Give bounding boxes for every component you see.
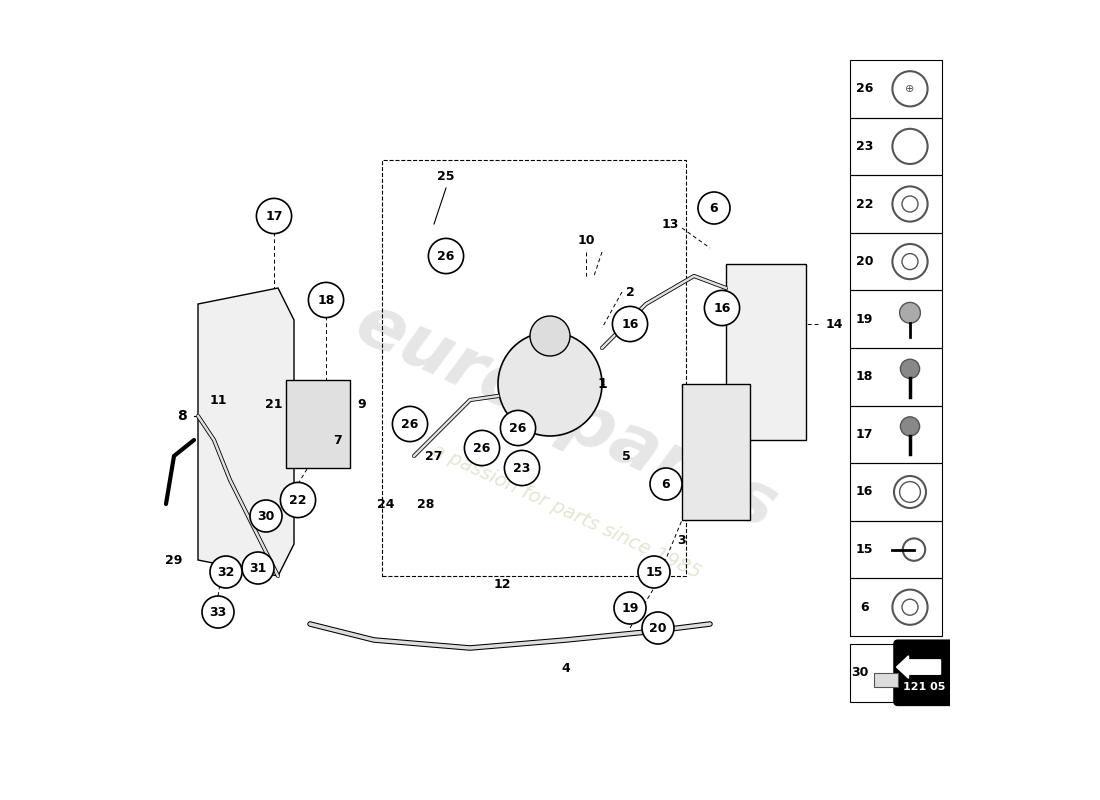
Circle shape xyxy=(210,556,242,588)
Text: 3: 3 xyxy=(678,534,686,546)
FancyBboxPatch shape xyxy=(286,380,350,468)
Text: 20: 20 xyxy=(856,255,873,268)
Bar xyxy=(850,406,942,463)
Text: 25: 25 xyxy=(438,170,454,182)
Text: 23: 23 xyxy=(514,462,530,474)
Text: 5: 5 xyxy=(621,450,630,462)
Bar xyxy=(850,60,942,118)
Bar xyxy=(850,463,942,521)
Text: 19: 19 xyxy=(856,313,873,326)
Text: 24: 24 xyxy=(377,498,395,510)
Text: 26: 26 xyxy=(402,418,419,430)
Text: 21: 21 xyxy=(265,398,283,410)
Circle shape xyxy=(900,302,921,323)
Polygon shape xyxy=(198,288,294,576)
Text: 28: 28 xyxy=(417,498,434,510)
Bar xyxy=(850,175,942,233)
Circle shape xyxy=(393,406,428,442)
Text: 31: 31 xyxy=(250,562,266,574)
Text: 20: 20 xyxy=(649,622,667,634)
Circle shape xyxy=(308,282,343,318)
Circle shape xyxy=(498,332,602,436)
Text: 6: 6 xyxy=(662,478,670,490)
Text: 1: 1 xyxy=(597,377,607,391)
Circle shape xyxy=(704,290,739,326)
Circle shape xyxy=(901,359,920,378)
Text: 8: 8 xyxy=(177,409,187,423)
Circle shape xyxy=(500,410,536,446)
Text: eurospares: eurospares xyxy=(344,288,788,544)
Bar xyxy=(850,290,942,348)
Text: ⊕: ⊕ xyxy=(905,84,915,94)
Text: 16: 16 xyxy=(713,302,730,314)
Text: 121 05: 121 05 xyxy=(903,682,946,692)
Text: 4: 4 xyxy=(562,662,571,674)
Circle shape xyxy=(530,316,570,356)
Text: 26: 26 xyxy=(438,250,454,262)
Text: 29: 29 xyxy=(165,554,183,566)
Text: 18: 18 xyxy=(317,294,334,306)
Circle shape xyxy=(428,238,463,274)
Bar xyxy=(382,160,686,576)
Text: 13: 13 xyxy=(661,218,679,230)
Circle shape xyxy=(280,482,316,518)
FancyBboxPatch shape xyxy=(894,640,955,706)
Text: 17: 17 xyxy=(265,210,283,222)
Text: 2: 2 xyxy=(626,286,635,298)
Circle shape xyxy=(464,430,499,466)
Text: 14: 14 xyxy=(825,318,843,330)
Circle shape xyxy=(256,198,292,234)
Bar xyxy=(874,673,898,687)
Circle shape xyxy=(202,596,234,628)
Bar xyxy=(850,578,942,636)
Text: 27: 27 xyxy=(426,450,442,462)
Text: 18: 18 xyxy=(856,370,873,383)
Text: a passion for parts since 1985: a passion for parts since 1985 xyxy=(429,441,704,583)
Text: 15: 15 xyxy=(856,543,873,556)
Text: 26: 26 xyxy=(509,422,527,434)
Text: 16: 16 xyxy=(856,486,873,498)
Circle shape xyxy=(698,192,730,224)
Text: 32: 32 xyxy=(218,566,234,578)
Text: 26: 26 xyxy=(856,82,873,95)
FancyArrow shape xyxy=(896,656,940,678)
Text: 30: 30 xyxy=(257,510,275,522)
Text: 10: 10 xyxy=(578,234,595,246)
Text: 33: 33 xyxy=(209,606,227,618)
Text: 11: 11 xyxy=(209,394,227,406)
Circle shape xyxy=(614,592,646,624)
Circle shape xyxy=(901,417,920,436)
Text: 6: 6 xyxy=(710,202,718,214)
Bar xyxy=(850,118,942,175)
Text: 22: 22 xyxy=(289,494,307,506)
Bar xyxy=(682,384,750,520)
Circle shape xyxy=(638,556,670,588)
Text: 9: 9 xyxy=(358,398,366,410)
Text: 15: 15 xyxy=(646,566,662,578)
Text: 30: 30 xyxy=(851,666,868,679)
Bar xyxy=(726,264,806,440)
Bar xyxy=(850,233,942,290)
Circle shape xyxy=(242,552,274,584)
Text: 16: 16 xyxy=(621,318,639,330)
Text: 19: 19 xyxy=(621,602,639,614)
Text: 12: 12 xyxy=(493,578,510,590)
Text: 22: 22 xyxy=(856,198,873,210)
Circle shape xyxy=(650,468,682,500)
Bar xyxy=(850,644,894,702)
Text: 7: 7 xyxy=(333,434,342,446)
Circle shape xyxy=(613,306,648,342)
Circle shape xyxy=(250,500,282,532)
Text: 6: 6 xyxy=(860,601,869,614)
Text: 23: 23 xyxy=(856,140,873,153)
Text: 17: 17 xyxy=(856,428,873,441)
Bar xyxy=(850,521,942,578)
Text: 26: 26 xyxy=(473,442,491,454)
Circle shape xyxy=(505,450,540,486)
Bar xyxy=(850,348,942,406)
Circle shape xyxy=(642,612,674,644)
